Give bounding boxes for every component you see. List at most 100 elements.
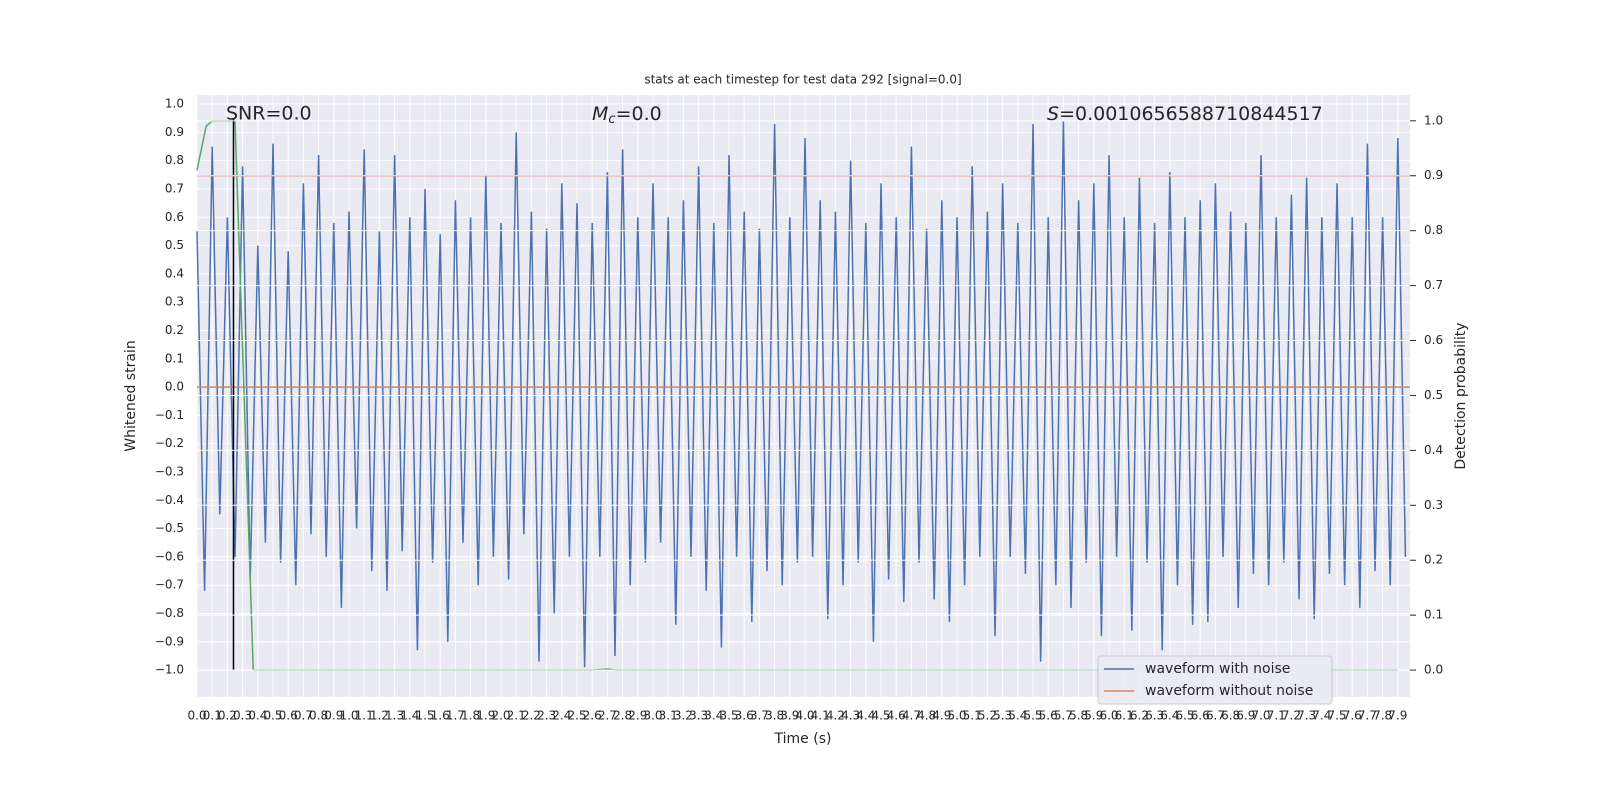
x-tick-label: 6.7 bbox=[1206, 709, 1225, 723]
legend-box bbox=[1097, 655, 1333, 705]
x-tick-label: 7.9 bbox=[1388, 709, 1407, 723]
y2-tick-label: 0.4 bbox=[1424, 443, 1443, 457]
x-tick-label: 1.3 bbox=[385, 709, 404, 723]
x-tick-label: 5.8 bbox=[1069, 709, 1088, 723]
y-tick-label: −0.1 bbox=[155, 408, 184, 422]
x-tick-label: 2.1 bbox=[507, 709, 526, 723]
y-tick-label: 0.4 bbox=[165, 266, 184, 280]
y2-tick-label: 0.6 bbox=[1424, 333, 1443, 347]
y-tick-label: −0.7 bbox=[155, 578, 184, 592]
y2-tick-label: 1.0 bbox=[1424, 113, 1443, 127]
y-tick-label: 0.7 bbox=[165, 181, 184, 195]
y2-tick-label: 0.3 bbox=[1424, 498, 1443, 512]
x-tick-label: 4.6 bbox=[887, 709, 906, 723]
x-tick-label: 3.6 bbox=[735, 709, 754, 723]
y2-tick-label: 0.5 bbox=[1424, 388, 1443, 402]
y-tick-label: −0.2 bbox=[155, 436, 184, 450]
x-axis-label: Time (s) bbox=[774, 731, 832, 747]
x-tick-label: 1.4 bbox=[400, 709, 419, 723]
x-tick-label: 5.9 bbox=[1084, 709, 1103, 723]
s-text: =0.0010656588710844517 bbox=[1059, 103, 1323, 125]
x-tick-label: 1.0 bbox=[339, 709, 358, 723]
x-tick-label: 0.5 bbox=[263, 709, 282, 723]
s-symbol: S bbox=[1047, 103, 1059, 125]
x-tick-label: 0.9 bbox=[324, 709, 343, 723]
x-tick-label: 0.2 bbox=[218, 709, 237, 723]
x-tick-label: 2.4 bbox=[552, 709, 571, 723]
x-tick-label: 6.4 bbox=[1160, 709, 1179, 723]
x-tick-label: 7.5 bbox=[1327, 709, 1346, 723]
y-tick-label: −0.9 bbox=[155, 634, 184, 648]
x-tick-label: 7.1 bbox=[1267, 709, 1286, 723]
x-tick-label: 0.4 bbox=[248, 709, 267, 723]
y-tick-label: −0.4 bbox=[155, 493, 184, 507]
x-tick-label: 7.2 bbox=[1282, 709, 1301, 723]
x-tick-label: 1.7 bbox=[446, 709, 465, 723]
x-tick-label: 7.3 bbox=[1297, 709, 1316, 723]
y-tick-label: −0.5 bbox=[155, 521, 184, 535]
s-annotation: S=0.0010656588710844517 bbox=[1047, 103, 1323, 125]
x-tick-label: 6.8 bbox=[1221, 709, 1240, 723]
y2-tick-label: 0.9 bbox=[1424, 168, 1443, 182]
x-tick-label: 5.0 bbox=[947, 709, 966, 723]
y-tick-label: 0.6 bbox=[165, 210, 184, 224]
legend-label: waveform with noise bbox=[1145, 661, 1290, 677]
series-line bbox=[196, 121, 1407, 668]
y-tick-label: 0.8 bbox=[165, 153, 184, 167]
x-tick-label: 3.3 bbox=[689, 709, 708, 723]
y-tick-label: −1.0 bbox=[155, 663, 184, 677]
x-tick-label: 5.7 bbox=[1054, 709, 1073, 723]
x-tick-label: 2.3 bbox=[537, 709, 556, 723]
x-tick-label: 2.0 bbox=[491, 709, 510, 723]
x-tick-label: 7.6 bbox=[1343, 709, 1362, 723]
x-tick-label: 5.2 bbox=[978, 709, 997, 723]
x-tick-label: 7.8 bbox=[1373, 709, 1392, 723]
x-tick-label: 1.6 bbox=[431, 709, 450, 723]
chart-title: stats at each timestep for test data 292… bbox=[644, 73, 961, 87]
y2-axis-label: Detection probability bbox=[1453, 322, 1469, 469]
y-tick-label: −0.6 bbox=[155, 549, 184, 563]
y2-tick-label: 0.8 bbox=[1424, 223, 1443, 237]
x-tick-label: 5.4 bbox=[1008, 709, 1027, 723]
y-axis-label: Whitened strain bbox=[123, 340, 139, 451]
mc-annotation: Mc=0.0 bbox=[592, 103, 662, 127]
x-tick-label: 5.5 bbox=[1023, 709, 1042, 723]
x-tick-label: 1.1 bbox=[355, 709, 374, 723]
x-tick-label: 4.3 bbox=[841, 709, 860, 723]
x-tick-label: 3.2 bbox=[674, 709, 693, 723]
y-tick-label: 0.0 bbox=[165, 380, 184, 394]
y-tick-label: 0.9 bbox=[165, 125, 184, 139]
x-tick-label: 3.5 bbox=[719, 709, 738, 723]
x-tick-label: 5.6 bbox=[1039, 709, 1058, 723]
y-tick-label: −0.3 bbox=[155, 464, 184, 478]
x-tick-label: 0.6 bbox=[279, 709, 298, 723]
x-tick-label: 3.7 bbox=[750, 709, 769, 723]
x-tick-label: 3.1 bbox=[659, 709, 678, 723]
x-tick-label: 1.9 bbox=[476, 709, 495, 723]
x-tick-label: 5.1 bbox=[963, 709, 982, 723]
x-tick-label: 0.7 bbox=[294, 709, 313, 723]
x-tick-label: 7.0 bbox=[1251, 709, 1270, 723]
x-tick-label: 1.8 bbox=[461, 709, 480, 723]
x-tick-label: 0.3 bbox=[233, 709, 252, 723]
y-tick-label: 0.5 bbox=[165, 238, 184, 252]
x-tick-label: 6.0 bbox=[1099, 709, 1118, 723]
x-tick-label: 4.7 bbox=[902, 709, 921, 723]
y-tick-label: 1.0 bbox=[165, 97, 184, 111]
x-tick-label: 3.8 bbox=[765, 709, 784, 723]
x-tick-label: 4.2 bbox=[826, 709, 845, 723]
x-tick-label: 6.3 bbox=[1145, 709, 1164, 723]
y-tick-label: 0.1 bbox=[165, 351, 184, 365]
x-tick-label: 4.0 bbox=[795, 709, 814, 723]
x-tick-label: 6.6 bbox=[1191, 709, 1210, 723]
y2-tick-label: 0.2 bbox=[1424, 553, 1443, 567]
legend: waveform with noise waveform without nois… bbox=[1097, 655, 1333, 705]
x-tick-label: 4.4 bbox=[856, 709, 875, 723]
x-tick-label: 4.1 bbox=[811, 709, 830, 723]
x-tick-label: 2.2 bbox=[522, 709, 541, 723]
x-tick-label: 6.2 bbox=[1130, 709, 1149, 723]
x-tick-label: 4.9 bbox=[932, 709, 951, 723]
x-tick-label: 4.5 bbox=[871, 709, 890, 723]
x-tick-label: 0.0 bbox=[187, 709, 206, 723]
